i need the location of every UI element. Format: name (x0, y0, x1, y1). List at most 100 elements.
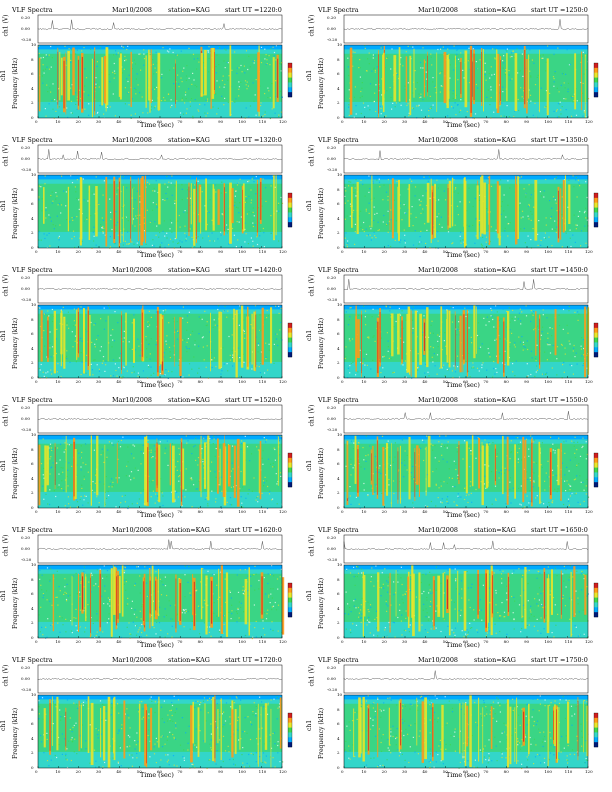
speckle-cell (194, 344, 196, 346)
speckle-cell (349, 365, 351, 367)
speckle-cell (580, 481, 582, 483)
speckle-cell (169, 238, 172, 240)
speckle-cell (441, 498, 443, 500)
speckle-cell (570, 245, 572, 248)
speckle-cell (564, 452, 566, 454)
speckle-cell (559, 103, 561, 105)
speckle-cell (431, 64, 433, 66)
speckle-cell (277, 204, 279, 206)
speckle-cell (372, 308, 374, 310)
speckle-cell (428, 616, 430, 618)
speckle-cell (509, 187, 511, 189)
speckle-cell (494, 58, 496, 60)
speckle-cell (495, 305, 497, 307)
speckle-cell (273, 55, 275, 57)
speckle-cell (101, 227, 103, 229)
sferic-burst (448, 180, 452, 228)
speckle-cell (191, 236, 193, 238)
speckle-cell (177, 74, 179, 76)
speckle-cell (344, 195, 346, 197)
speckle-cell (45, 626, 47, 628)
speckle-cell (61, 617, 63, 619)
speckle-cell (159, 244, 161, 246)
x-tick-label: 10 (55, 639, 61, 644)
x-tick-label: 30 (96, 509, 102, 514)
speckle-cell (167, 633, 169, 635)
speckle-cell (392, 480, 395, 482)
speckle-cell (79, 626, 81, 628)
speckle-cell (499, 353, 501, 355)
speckle-cell (502, 308, 504, 310)
speckle-cell (55, 192, 57, 194)
speckle-cell (518, 336, 520, 338)
speckle-cell (514, 346, 516, 348)
speckle-cell (236, 72, 238, 74)
speckle-cell (523, 344, 525, 346)
speckle-cell (264, 612, 266, 614)
speckle-cell (583, 347, 585, 350)
speckle-cell (185, 75, 188, 77)
speckle-cell (126, 604, 128, 606)
speckle-cell (463, 363, 465, 365)
speckle-cell (222, 75, 224, 77)
speckle-cell (526, 495, 528, 497)
speckle-cell (457, 58, 460, 60)
speckle-cell (185, 346, 187, 348)
speckle-cell (548, 587, 551, 589)
speckle-cell (384, 627, 386, 629)
speckle-cell (67, 485, 69, 487)
x-tick-label: 60 (463, 639, 469, 644)
speckle-cell (529, 59, 531, 61)
speckle-cell (396, 180, 398, 183)
speckle-cell (136, 625, 138, 627)
speckle-cell (479, 224, 481, 226)
speckle-cell (352, 51, 354, 53)
speckle-cell (367, 234, 369, 236)
speckle-cell (167, 93, 170, 95)
speckle-cell (264, 58, 266, 60)
speckle-cell (52, 200, 54, 202)
speckle-cell (484, 71, 486, 73)
speckle-cell (542, 373, 544, 375)
speckle-cell (503, 62, 505, 64)
colorbar-segment (594, 77, 598, 83)
speckle-cell (369, 445, 371, 447)
speckle-cell (152, 190, 154, 192)
speckle-cell (133, 59, 135, 61)
sferic-burst (483, 49, 484, 112)
speckle-cell (470, 336, 472, 338)
speckle-cell (116, 190, 118, 192)
speckle-cell (158, 439, 160, 441)
speckle-cell (191, 506, 193, 508)
speckle-cell (358, 462, 360, 464)
speckle-cell (197, 372, 199, 374)
speckle-cell (575, 352, 577, 354)
speckle-cell (429, 95, 431, 97)
sferic-burst (217, 438, 219, 494)
speckle-cell (419, 236, 421, 238)
speckle-cell (578, 313, 580, 315)
sferic-core (503, 321, 505, 373)
speckle-cell (422, 334, 424, 336)
speckle-cell (98, 203, 100, 205)
sferic-core (82, 576, 83, 610)
speckle-cell (171, 222, 173, 224)
speckle-cell (48, 103, 50, 105)
speckle-cell (389, 310, 391, 312)
speckle-cell (495, 229, 497, 231)
speckle-cell (266, 613, 268, 615)
speckle-cell (509, 79, 511, 81)
speckle-cell (259, 372, 261, 374)
speckle-cell (139, 610, 141, 612)
speckle-cell (573, 479, 575, 481)
spectrogram-highband (344, 175, 588, 180)
speckle-cell (252, 240, 254, 242)
speckle-cell (67, 496, 69, 498)
speckle-cell (470, 492, 472, 494)
speckle-cell (478, 335, 480, 337)
speckle-cell (76, 450, 78, 452)
speckle-cell (164, 374, 166, 376)
speckle-cell (88, 604, 90, 606)
speckle-cell (568, 436, 570, 438)
speckle-cell (403, 229, 405, 231)
